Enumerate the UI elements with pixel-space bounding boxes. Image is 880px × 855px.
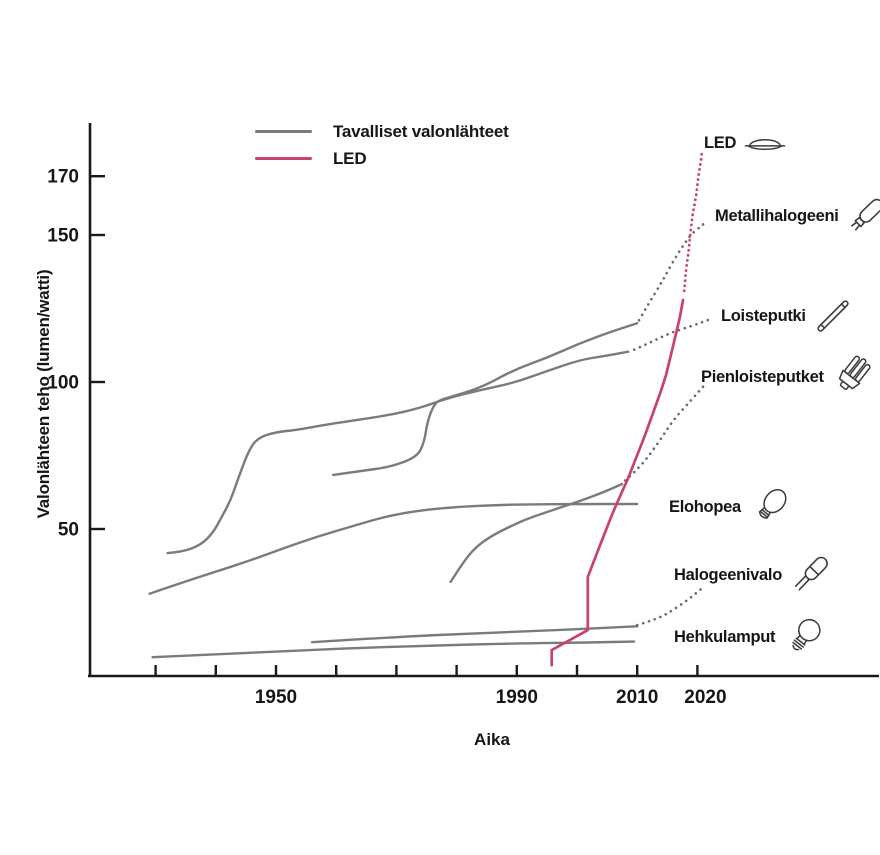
series-label-loisteputki: Loisteputki [721,290,853,342]
series-label-metallihalogeeni: Metallihalogeeni [715,190,880,242]
series-label-pienloisteputket: Pienloisteputket [701,351,875,403]
series-label-hehkulamput: Hehkulamput [674,611,826,663]
legend-label-ordinary: Tavalliset valonlähteet [333,121,509,141]
legend-item-ordinary: Tavalliset valonlähteet [255,120,509,143]
series-line-projected [682,148,704,293]
series-label-hehkulamput-text: Hehkulamput [674,627,776,646]
led-lamp-icon [744,139,786,151]
series-label-loisteputki-text: Loisteputki [721,306,806,325]
y-tick-label: 50 [58,520,79,541]
legend-line-led [255,156,312,161]
legend-line-ordinary [255,129,312,134]
series-line-solid [550,298,685,667]
series-hehkulamput [151,640,636,659]
fluorescent-tube-icon [817,300,849,332]
incandescent-bulb-icon [792,618,821,651]
x-tick-label: 2020 [684,687,726,708]
y-axis-title: Valonlähteen teho (lumen/watti) [34,269,53,519]
series-label-halogeenivalo: Halogeenivalo [674,549,831,601]
legend-label-led: LED [333,148,367,168]
series-line-solid [148,502,639,595]
series-label-metallihalogeeni-text: Metallihalogeeni [715,206,839,225]
series-line-projected [623,381,708,482]
y-tick-label: 100 [47,373,79,394]
series-line-solid [332,322,639,477]
halogen-lamp-icon [794,556,828,591]
series-label-led: LED [704,117,787,169]
legend: Tavalliset valonlähteet LED [255,120,509,170]
series-label-pienloisteputket-text: Pienloisteputket [701,367,824,386]
series-line-solid [310,625,639,644]
series-led [550,148,704,667]
series-label-halogeenivalo-text: Halogeenivalo [674,565,782,584]
x-tick-label: 1950 [255,687,297,708]
series-metallihalogeeni [332,220,708,477]
series-line-projected [635,586,704,627]
series-line-projected [632,318,710,351]
x-tick-label: 2010 [616,687,658,708]
series-line-solid [151,640,636,659]
y-tick-label: 150 [47,226,79,247]
series-line-solid [449,482,624,584]
series-line-solid [166,350,630,555]
series-label-led-text: LED [704,133,737,152]
series-halogeenivalo [310,586,704,644]
series-loisteputki [166,318,710,555]
mercury-lamp-icon [758,489,787,519]
series-elohopea [148,502,639,595]
series-pienloisteputket [449,381,708,584]
y-tick-label: 170 [47,167,79,188]
x-tick-label: 1990 [496,687,538,708]
series-label-elohopea: Elohopea [669,481,792,533]
series-label-elohopea-text: Elohopea [669,497,741,516]
cfl-lamp-icon [838,355,871,390]
metal-halide-lamp-icon [850,198,880,231]
legend-item-led: LED [255,147,509,170]
x-axis-title: Aika [474,730,510,749]
series-line-projected [637,220,708,322]
